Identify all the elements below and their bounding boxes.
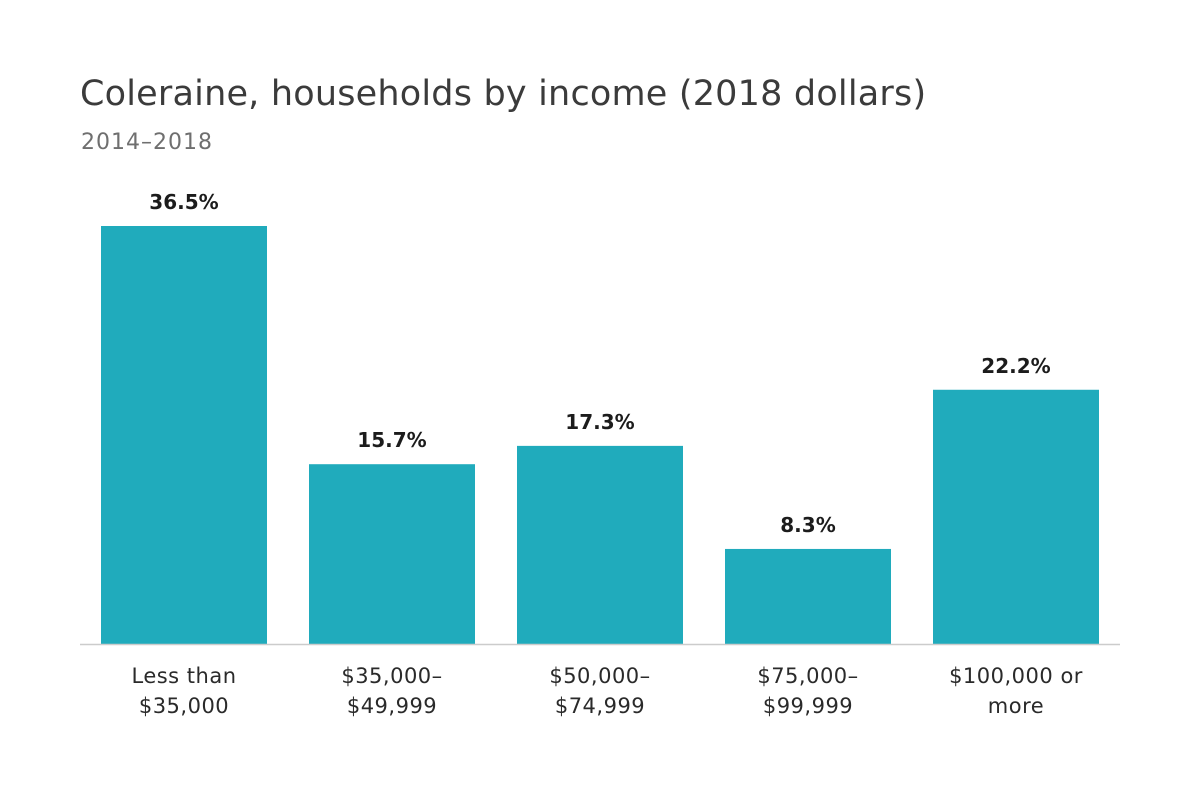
chart-title: Coleraine, households by income (2018 do… bbox=[80, 74, 927, 114]
bar-2 bbox=[309, 464, 475, 644]
data-label-5: 22.2% bbox=[981, 354, 1050, 378]
chart-subtitle: 2014–2018 bbox=[81, 130, 213, 155]
x-tick-label-5-line-2: more bbox=[988, 694, 1044, 718]
data-label-3: 17.3% bbox=[565, 410, 634, 434]
data-label-4: 8.3% bbox=[780, 513, 835, 537]
bar-1 bbox=[101, 226, 267, 644]
data-label-2: 15.7% bbox=[357, 428, 426, 452]
x-tick-label-5-line-1: $100,000 or bbox=[949, 664, 1083, 688]
bar-3 bbox=[517, 445, 683, 644]
x-tick-label-1-line-2: $35,000 bbox=[139, 694, 229, 718]
bar-4 bbox=[725, 548, 891, 644]
data-label-1: 36.5% bbox=[149, 190, 218, 214]
x-tick-label-2-line-2: $49,999 bbox=[347, 694, 437, 718]
x-tick-label-3-line-1: $50,000– bbox=[549, 664, 650, 688]
x-tick-label-4-line-1: $75,000– bbox=[757, 664, 858, 688]
x-tick-label-4-line-2: $99,999 bbox=[763, 694, 853, 718]
x-tick-label-3-line-2: $74,999 bbox=[555, 694, 645, 718]
x-tick-label-1-line-1: Less than bbox=[131, 664, 236, 688]
x-tick-label-2-line-1: $35,000– bbox=[341, 664, 442, 688]
bar-5 bbox=[933, 389, 1099, 644]
